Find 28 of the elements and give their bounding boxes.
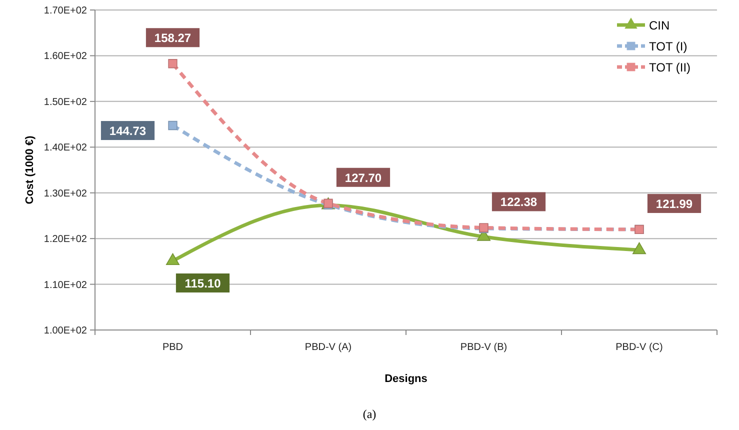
data-label: 121.99 bbox=[656, 196, 693, 211]
y-tick-label: 1.40E+02 bbox=[44, 142, 88, 154]
point bbox=[168, 120, 178, 130]
y-tick-label: 1.50E+02 bbox=[44, 96, 88, 108]
data-label: 158.27 bbox=[154, 31, 192, 46]
y-tick-label: 1.70E+02 bbox=[44, 6, 88, 16]
y-tick-label: 1.30E+02 bbox=[44, 188, 88, 200]
x-tick-label: PBD-V (A) bbox=[304, 342, 352, 353]
data-label: 127.70 bbox=[344, 170, 382, 185]
y-tick-label: 1.00E+02 bbox=[44, 326, 88, 336]
legend-label: TOT (I) bbox=[649, 40, 688, 54]
y-tick-label: 1.60E+02 bbox=[44, 51, 88, 62]
data-label: 122.38 bbox=[500, 195, 538, 210]
legend-label: CIN bbox=[649, 18, 670, 32]
text: (a) bbox=[362, 407, 376, 421]
y-axis-title: Cost (1000 €) bbox=[24, 135, 36, 204]
x-tick-label: PBD bbox=[162, 342, 184, 353]
data-label: 115.10 bbox=[184, 276, 222, 290]
x-tick-label: PBD-V (B) bbox=[460, 342, 508, 353]
point bbox=[166, 253, 180, 266]
y-tick-label: 1.10E+02 bbox=[44, 280, 88, 291]
legend-label: TOT (II) bbox=[649, 60, 691, 74]
point bbox=[632, 242, 646, 254]
y-tick-label: 1.20E+02 bbox=[44, 234, 88, 246]
x-tick-label: PBD-V (C) bbox=[616, 342, 663, 353]
x-axis-title: Designs bbox=[384, 373, 428, 385]
point bbox=[168, 59, 178, 68]
data-label: 144.73 bbox=[109, 124, 146, 138]
